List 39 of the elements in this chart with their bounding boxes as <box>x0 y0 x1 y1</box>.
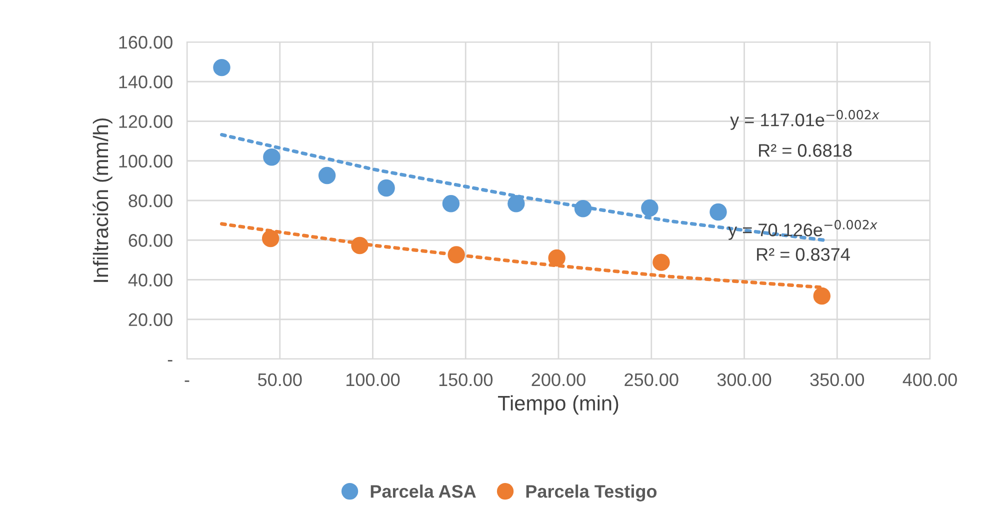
y-tick-label: 40.00 <box>128 274 172 286</box>
y-tick-label: 120.00 <box>119 115 172 128</box>
point <box>641 199 658 217</box>
point <box>548 249 566 267</box>
annotation: R² = 0.8374 <box>757 248 850 261</box>
y-tick-label: 60.00 <box>128 234 172 247</box>
x-tick-label: 50.00 <box>258 373 302 386</box>
point <box>652 254 670 271</box>
point <box>262 230 280 248</box>
legend-label: Parcela Testigo <box>526 484 657 502</box>
legend-label: Parcela ASA <box>370 484 476 498</box>
x-tick-label: 150.00 <box>439 373 493 386</box>
point <box>508 195 525 212</box>
point <box>448 246 465 264</box>
x-axis-title: Tiempo (min) <box>498 395 618 415</box>
y-tick-label: 80.00 <box>128 194 172 208</box>
annotation: y = 117.01e$^{−0.002x}$ <box>730 110 880 130</box>
y-tick-label: 100.00 <box>119 154 172 168</box>
point <box>378 179 395 197</box>
point <box>574 200 592 218</box>
y-tick-label: 20.00 <box>128 313 172 326</box>
x-tick-label: 200.00 <box>532 373 586 386</box>
x-tick-label: 350.00 <box>810 373 864 386</box>
y-tick-label: - <box>168 360 172 362</box>
x-tick-label: 300.00 <box>717 373 772 386</box>
point <box>813 287 831 305</box>
x-tick-label: 100.00 <box>346 373 400 386</box>
point <box>263 148 280 166</box>
x-tick-label: 400.00 <box>902 373 957 386</box>
annotation: R² = 0.6818 <box>759 144 852 157</box>
point <box>351 236 368 254</box>
y-tick-label: 140.00 <box>119 76 172 88</box>
point <box>318 166 336 184</box>
y-axis-title: Infiltración (mm/h) <box>92 118 112 282</box>
point <box>710 203 727 221</box>
point <box>213 58 230 76</box>
x-tick-label: 250.00 <box>624 373 678 386</box>
y-tick-label: 160.00 <box>119 36 172 49</box>
point <box>442 195 460 212</box>
